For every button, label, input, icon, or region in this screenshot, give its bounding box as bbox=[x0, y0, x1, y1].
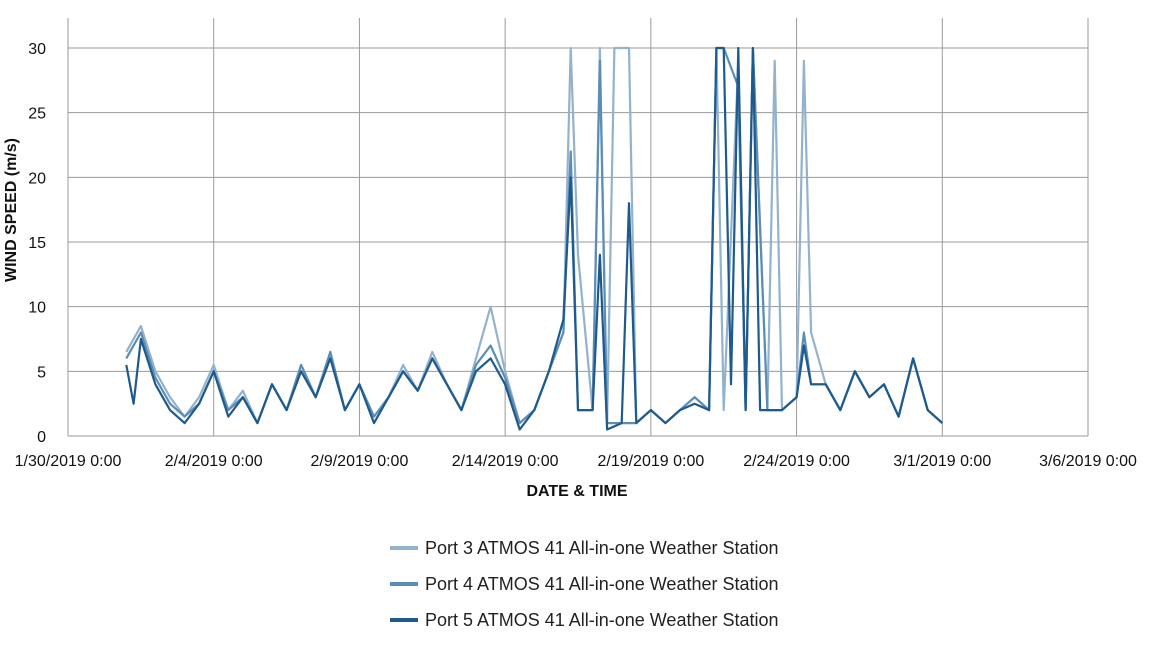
series-line-port-3 bbox=[125, 46, 944, 425]
x-tick-label: 2/19/2019 0:00 bbox=[597, 453, 704, 470]
y-tick-label: 5 bbox=[37, 364, 46, 381]
legend-label-port-4: Port 4 ATMOS 41 All-in-one Weather Stati… bbox=[425, 574, 779, 594]
series-line-port-5 bbox=[125, 46, 944, 431]
y-tick-label: 20 bbox=[28, 170, 46, 187]
y-tick-label: 0 bbox=[37, 429, 46, 446]
y-tick-label: 15 bbox=[28, 235, 46, 252]
x-tick-label: 2/14/2019 0:00 bbox=[452, 453, 559, 470]
y-axis-title: WIND SPEED (m/s) bbox=[3, 138, 20, 282]
x-tick-label: 3/1/2019 0:00 bbox=[893, 453, 991, 470]
y-axis-ticks: 0 5 10 15 20 25 30 bbox=[28, 41, 46, 446]
grid bbox=[67, 18, 1089, 437]
legend: Port 3 ATMOS 41 All-in-one Weather Stati… bbox=[390, 538, 779, 630]
legend-label-port-3: Port 3 ATMOS 41 All-in-one Weather Stati… bbox=[425, 538, 779, 558]
x-axis-title: DATE & TIME bbox=[526, 483, 627, 500]
series-group bbox=[125, 46, 944, 431]
y-tick-label: 10 bbox=[28, 300, 46, 317]
x-tick-label: 3/6/2019 0:00 bbox=[1039, 453, 1137, 470]
x-tick-label: 2/4/2019 0:00 bbox=[165, 453, 263, 470]
y-tick-label: 25 bbox=[28, 106, 46, 123]
x-tick-label: 1/30/2019 0:00 bbox=[15, 453, 122, 470]
y-tick-label: 30 bbox=[28, 41, 46, 58]
x-tick-label: 2/24/2019 0:00 bbox=[743, 453, 850, 470]
x-axis-ticks: 1/30/2019 0:00 2/4/2019 0:00 2/9/2019 0:00… bbox=[15, 453, 1137, 470]
legend-label-port-5: Port 5 ATMOS 41 All-in-one Weather Stati… bbox=[425, 610, 779, 630]
x-tick-label: 2/9/2019 0:00 bbox=[310, 453, 408, 470]
